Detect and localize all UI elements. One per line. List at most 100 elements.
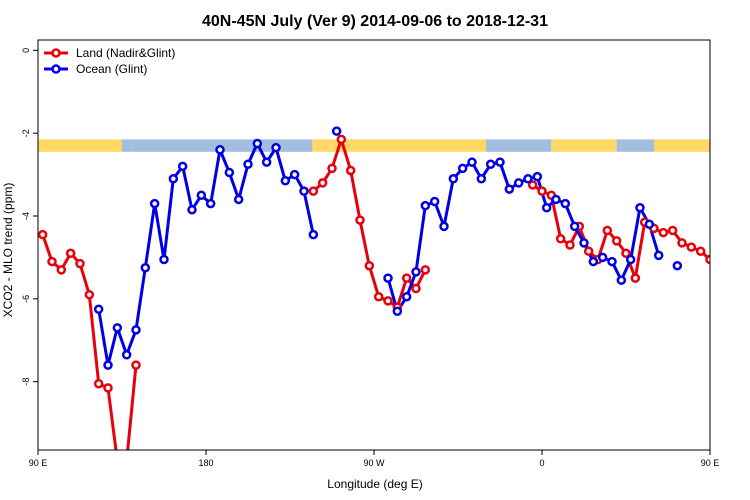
data-point: [588, 256, 599, 267]
data-point: [672, 260, 683, 271]
x-axis: 90 E 180 90 W 0 90 E: [29, 450, 720, 468]
data-point: [607, 256, 617, 267]
strip-segment-land: [654, 139, 710, 152]
y-tick-label: -8: [21, 378, 31, 386]
chart-title: 40N-45N July (Ver 9) 2014-09-06 to 2018-…: [202, 13, 548, 30]
data-point: [187, 205, 197, 215]
data-point: [579, 238, 589, 248]
data-point: [75, 258, 85, 269]
data-point: [345, 165, 356, 176]
data-point: [196, 190, 207, 201]
x-tick-label: 90 E: [29, 458, 48, 468]
data-point: [383, 296, 393, 306]
data-point: [658, 227, 669, 238]
data-point: [411, 267, 421, 277]
data-point: [597, 252, 608, 263]
data-point: [373, 292, 384, 302]
data-point: [308, 229, 319, 240]
data-point: [93, 378, 104, 389]
data-point: [635, 202, 645, 213]
data-point: [205, 198, 216, 209]
data-point: [308, 186, 319, 196]
strip-segment-ocean: [616, 139, 654, 152]
data-point: [485, 159, 496, 169]
data-point: [565, 240, 575, 250]
data-point: [392, 306, 403, 317]
data-point: [523, 173, 533, 184]
data-point: [47, 256, 57, 267]
data-point: [411, 283, 421, 294]
data-point: [467, 157, 477, 167]
series-points: [38, 126, 710, 393]
y-tick-label: -4: [21, 212, 31, 220]
data-point: [476, 173, 487, 184]
data-point: [420, 200, 431, 211]
data-point: [299, 186, 309, 196]
data-point: [551, 194, 561, 205]
x-tick-label: 0: [539, 458, 544, 468]
data-point: [327, 163, 337, 174]
data-point: [233, 194, 244, 205]
data-point: [159, 254, 169, 265]
data-point: [93, 304, 104, 314]
data-point: [457, 163, 468, 174]
data-point: [401, 292, 412, 302]
surface-type-strip: [38, 139, 710, 152]
data-point: [56, 265, 67, 275]
data-point: [532, 171, 543, 182]
data-point: [65, 248, 76, 259]
y-axis: 0 -2 -4 -6 -8: [21, 48, 38, 386]
data-point: [630, 273, 641, 283]
y-tick-label: 0: [21, 48, 31, 53]
data-point: [215, 144, 225, 155]
data-point: [504, 184, 515, 194]
data-point: [513, 178, 524, 188]
data-point: [168, 173, 179, 184]
data-point: [667, 225, 678, 236]
data-point: [537, 186, 547, 196]
data-point: [495, 157, 505, 167]
data-point: [252, 138, 263, 149]
data-point: [243, 159, 253, 169]
data-point: [420, 265, 431, 275]
strip-segment-land: [312, 139, 486, 152]
data-point: [616, 275, 627, 285]
data-point: [677, 238, 687, 248]
x-tick-label: 90 E: [701, 458, 720, 468]
data-point: [429, 196, 440, 207]
plot-frame: [37, 39, 711, 451]
y-tick-label: -6: [21, 295, 31, 303]
x-axis-label: Longitude (deg E): [327, 477, 422, 491]
data-point: [280, 176, 291, 186]
data-point: [602, 225, 613, 236]
data-point: [121, 349, 132, 360]
data-point: [625, 254, 636, 265]
strip-segment-ocean: [122, 139, 132, 152]
data-point: [555, 234, 566, 244]
series-line-1-0: [97, 142, 315, 367]
data-point: [112, 323, 123, 333]
data-point: [224, 167, 235, 178]
data-point: [103, 360, 113, 370]
data-point: [611, 236, 622, 246]
data-point: [331, 126, 342, 136]
data-point: [289, 169, 300, 180]
data-point: [686, 242, 697, 252]
data-point: [261, 157, 272, 167]
y-tick-label: -2: [21, 129, 31, 137]
data-point: [131, 325, 141, 335]
data-point: [541, 202, 552, 213]
data-point: [140, 263, 151, 273]
data-point: [439, 221, 449, 232]
data-point: [695, 246, 706, 256]
legend: Land (Nadir&Glint) Ocean (Glint): [44, 46, 175, 76]
data-point: [653, 250, 664, 261]
data-point: [644, 219, 655, 230]
legend-entry: Ocean (Glint): [76, 62, 147, 76]
data-point: [317, 178, 328, 188]
data-point: [527, 180, 538, 190]
strip-segment-land: [551, 139, 617, 152]
legend-entry: Land (Nadir&Glint): [76, 46, 175, 60]
data-point: [84, 289, 95, 300]
